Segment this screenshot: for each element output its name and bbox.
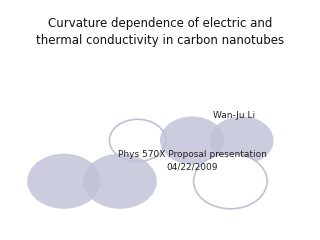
Circle shape: [109, 119, 166, 162]
Circle shape: [194, 154, 267, 209]
Circle shape: [160, 116, 224, 164]
Text: Curvature dependence of electric and
thermal conductivity in carbon nanotubes: Curvature dependence of electric and the…: [36, 17, 284, 47]
Circle shape: [83, 154, 157, 209]
Circle shape: [27, 154, 101, 209]
Text: Wan-Ju Li: Wan-Ju Li: [212, 111, 255, 120]
Text: Phys 570X Proposal presentation
04/22/2009: Phys 570X Proposal presentation 04/22/20…: [117, 150, 267, 171]
Circle shape: [210, 116, 274, 164]
